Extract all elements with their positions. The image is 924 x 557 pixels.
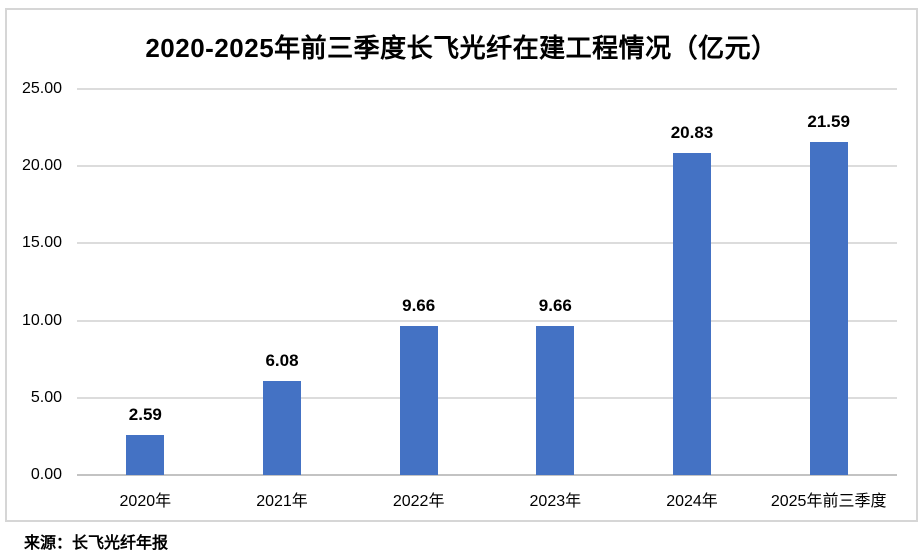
y-tick-label: 25.00 [21, 80, 62, 97]
bar-2021年 [263, 381, 301, 475]
y-tick-label: 5.00 [30, 388, 62, 406]
x-axis-line [77, 474, 897, 476]
bar-2025年前三季度 [809, 141, 848, 475]
chart-title: 2020-2025年前三季度长飞光纤在建工程情况（亿元） [145, 33, 778, 63]
x-tick-label-2022年: 2022年 [392, 493, 445, 510]
gridline [77, 165, 897, 168]
data-label-2023年: 9.66 [538, 295, 572, 315]
gridline [77, 396, 897, 399]
x-tick-label-2025年前三季度: 2025年前三季度 [770, 493, 887, 510]
x-tick-label-2020年: 2020年 [119, 493, 172, 510]
chart-frame: 2020-2025年前三季度长飞光纤在建工程情况（亿元） 0.00 5.00 10.… [5, 8, 918, 522]
source-note: 来源：长飞光纤年报 [24, 535, 169, 552]
gridline [77, 88, 897, 90]
x-tick-label-2021年: 2021年 [256, 493, 308, 510]
gridline [77, 319, 897, 322]
x-tick-label-2023年: 2023年 [529, 493, 582, 510]
y-tick-label: 20.00 [21, 157, 62, 175]
y-tick-label: 15.00 [21, 234, 62, 252]
data-label-2020年: 2.59 [128, 405, 162, 425]
y-tick-label: 10.00 [21, 311, 62, 329]
gridline [77, 242, 897, 245]
bar-2022年 [399, 325, 438, 475]
plot-area: 0.00 5.00 10.00 15.00 20.00 25.00 2.59 2020年 6.0… [22, 80, 897, 510]
bar-2024年 [673, 153, 711, 475]
bar-2023年 [536, 325, 575, 475]
data-label-2024年: 20.83 [670, 123, 714, 143]
data-label-2022年: 9.66 [402, 295, 436, 315]
x-tick-label-2024年: 2024年 [666, 493, 718, 510]
bar-2020年 [126, 435, 165, 475]
y-tick-label: 0.00 [30, 466, 62, 483]
data-label-2025年前三季度: 21.59 [807, 111, 850, 131]
data-label-2021年: 6.08 [265, 351, 299, 371]
